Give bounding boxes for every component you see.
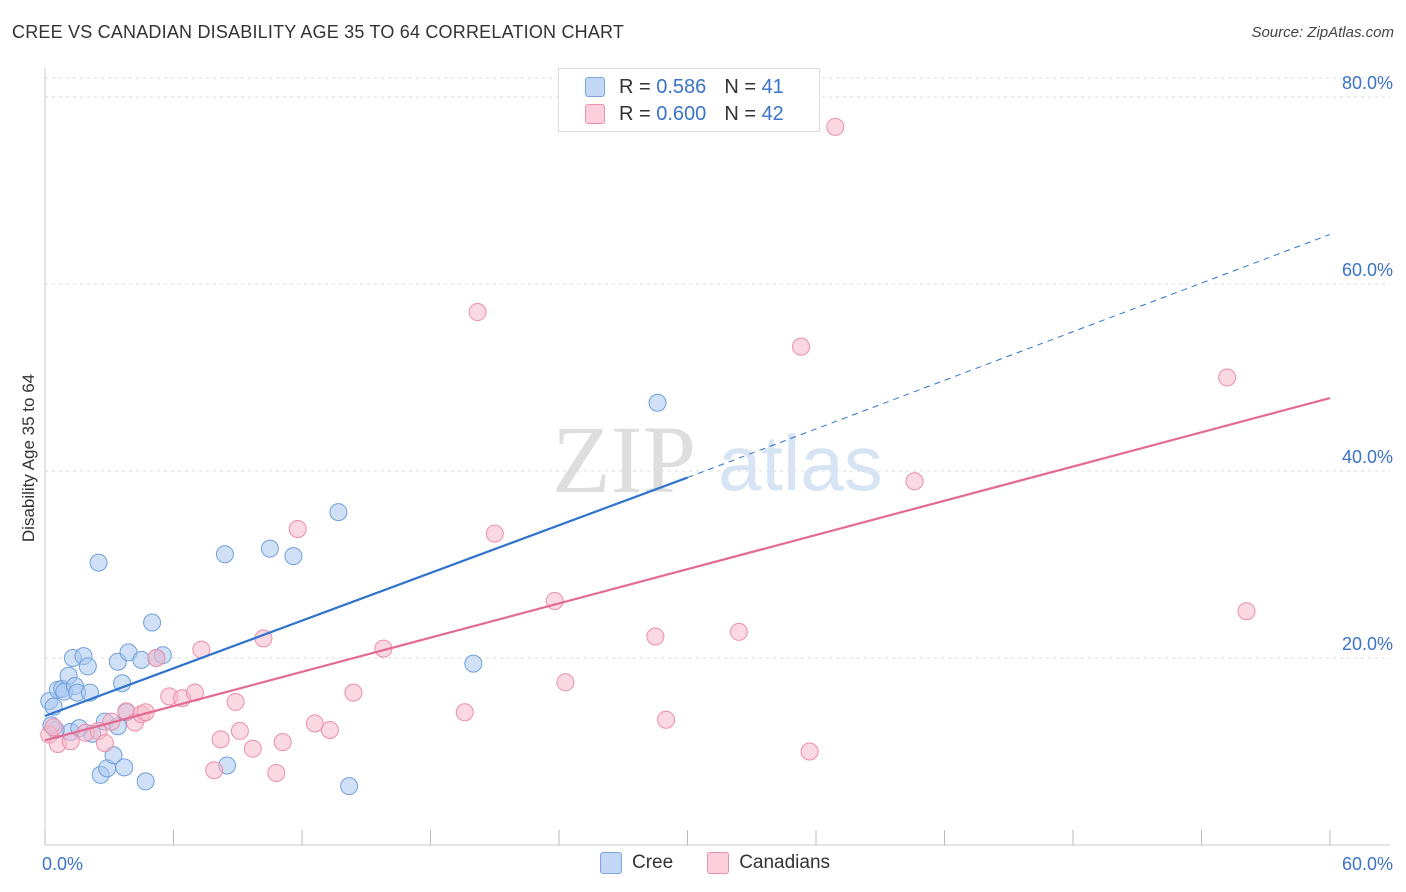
correlation-legend: R = 0.586 N = 41 R = 0.600 N = 42 [558, 68, 820, 132]
legend-r-label: R = [619, 75, 651, 98]
canadians-point [288, 519, 307, 538]
legend-n-value-cree: 41 [761, 75, 784, 98]
chart-title: CREE VS CANADIAN DISABILITY AGE 35 TO 64… [12, 22, 625, 42]
canadians-point [205, 761, 224, 780]
series-legend-cree[interactable]: Cree [600, 852, 673, 874]
cree-point [143, 613, 162, 632]
canadians-point [44, 718, 63, 737]
cree-point [260, 539, 279, 558]
watermark-atlas: atlas [718, 419, 883, 507]
cree-point [648, 393, 667, 412]
cree-point [340, 777, 359, 796]
canadians-point [1237, 602, 1256, 621]
canadians-point [344, 683, 363, 702]
canadians-point [455, 703, 474, 722]
y-tick-label: 40.0% [1342, 447, 1393, 467]
y-tick-label: 60.0% [1342, 260, 1393, 280]
cree-point [78, 657, 97, 676]
legend-r-value-canadians: 0.600 [656, 102, 707, 125]
y-axis-label: Disability Age 35 to 64 [19, 374, 38, 542]
legend-swatch-canadians [585, 104, 605, 124]
canadians-point [657, 710, 676, 729]
legend-swatch-cree [585, 77, 605, 97]
canadians-point [230, 721, 249, 740]
legend-r-value-cree: 0.586 [656, 75, 707, 98]
canadians-point [485, 524, 504, 543]
canadians-point [905, 472, 924, 491]
cree-point [329, 503, 348, 522]
legend-n-value-canadians: 42 [761, 102, 784, 125]
series-swatch-canadians [707, 852, 730, 874]
canadians-point [826, 117, 845, 136]
cree-point [89, 553, 108, 572]
canadians-point [243, 739, 262, 758]
cree-point [132, 650, 151, 669]
legend-row-canadians: R = 0.600 N = 42 [585, 101, 784, 127]
x-tick-label: 60.0% [1342, 854, 1393, 874]
cree-trend-line [44, 476, 688, 718]
y-tick-label: 80.0% [1342, 73, 1393, 93]
cree-point [115, 758, 134, 777]
canadians-point [792, 337, 811, 356]
canadians-point [729, 622, 748, 641]
cree-trend-projection [687, 233, 1331, 479]
series-swatch-cree [600, 852, 622, 874]
canadians-point [147, 649, 166, 667]
x-tick-label: 0.0% [42, 854, 83, 874]
series-legend: Cree Canadians [600, 852, 864, 874]
canadians-point [556, 673, 575, 692]
cree-point [104, 746, 123, 765]
canadians-point [468, 303, 487, 322]
watermark-zip: ZIP [552, 406, 696, 513]
canadians-point [1218, 368, 1237, 387]
legend-n-label: N = [724, 102, 756, 125]
canadians-point [226, 692, 245, 711]
legend-r-label: R = [619, 102, 651, 125]
canadians-point [800, 742, 819, 761]
cree-point [136, 772, 155, 791]
canadians-point [320, 720, 339, 739]
canadians-point [267, 764, 286, 783]
cree-point [215, 545, 234, 564]
canadians-trend-line [44, 397, 1331, 742]
legend-n-label: N = [724, 75, 756, 98]
cree-point [464, 654, 483, 673]
canadians-point [211, 730, 230, 749]
canadians-point [273, 733, 292, 752]
canadians-point [305, 714, 324, 733]
canadians-point [646, 627, 665, 646]
series-legend-canadians[interactable]: Canadians [707, 852, 830, 874]
legend-row-cree: R = 0.586 N = 41 [585, 74, 784, 100]
series-label-cree: Cree [632, 852, 674, 873]
canadians-point [95, 734, 114, 753]
cree-point [284, 547, 303, 566]
y-tick-label: 20.0% [1342, 634, 1393, 654]
series-label-canadians: Canadians [739, 852, 831, 873]
watermark: ZIP atlas [552, 406, 883, 513]
source-label: Source: ZipAtlas.com [1251, 24, 1394, 41]
